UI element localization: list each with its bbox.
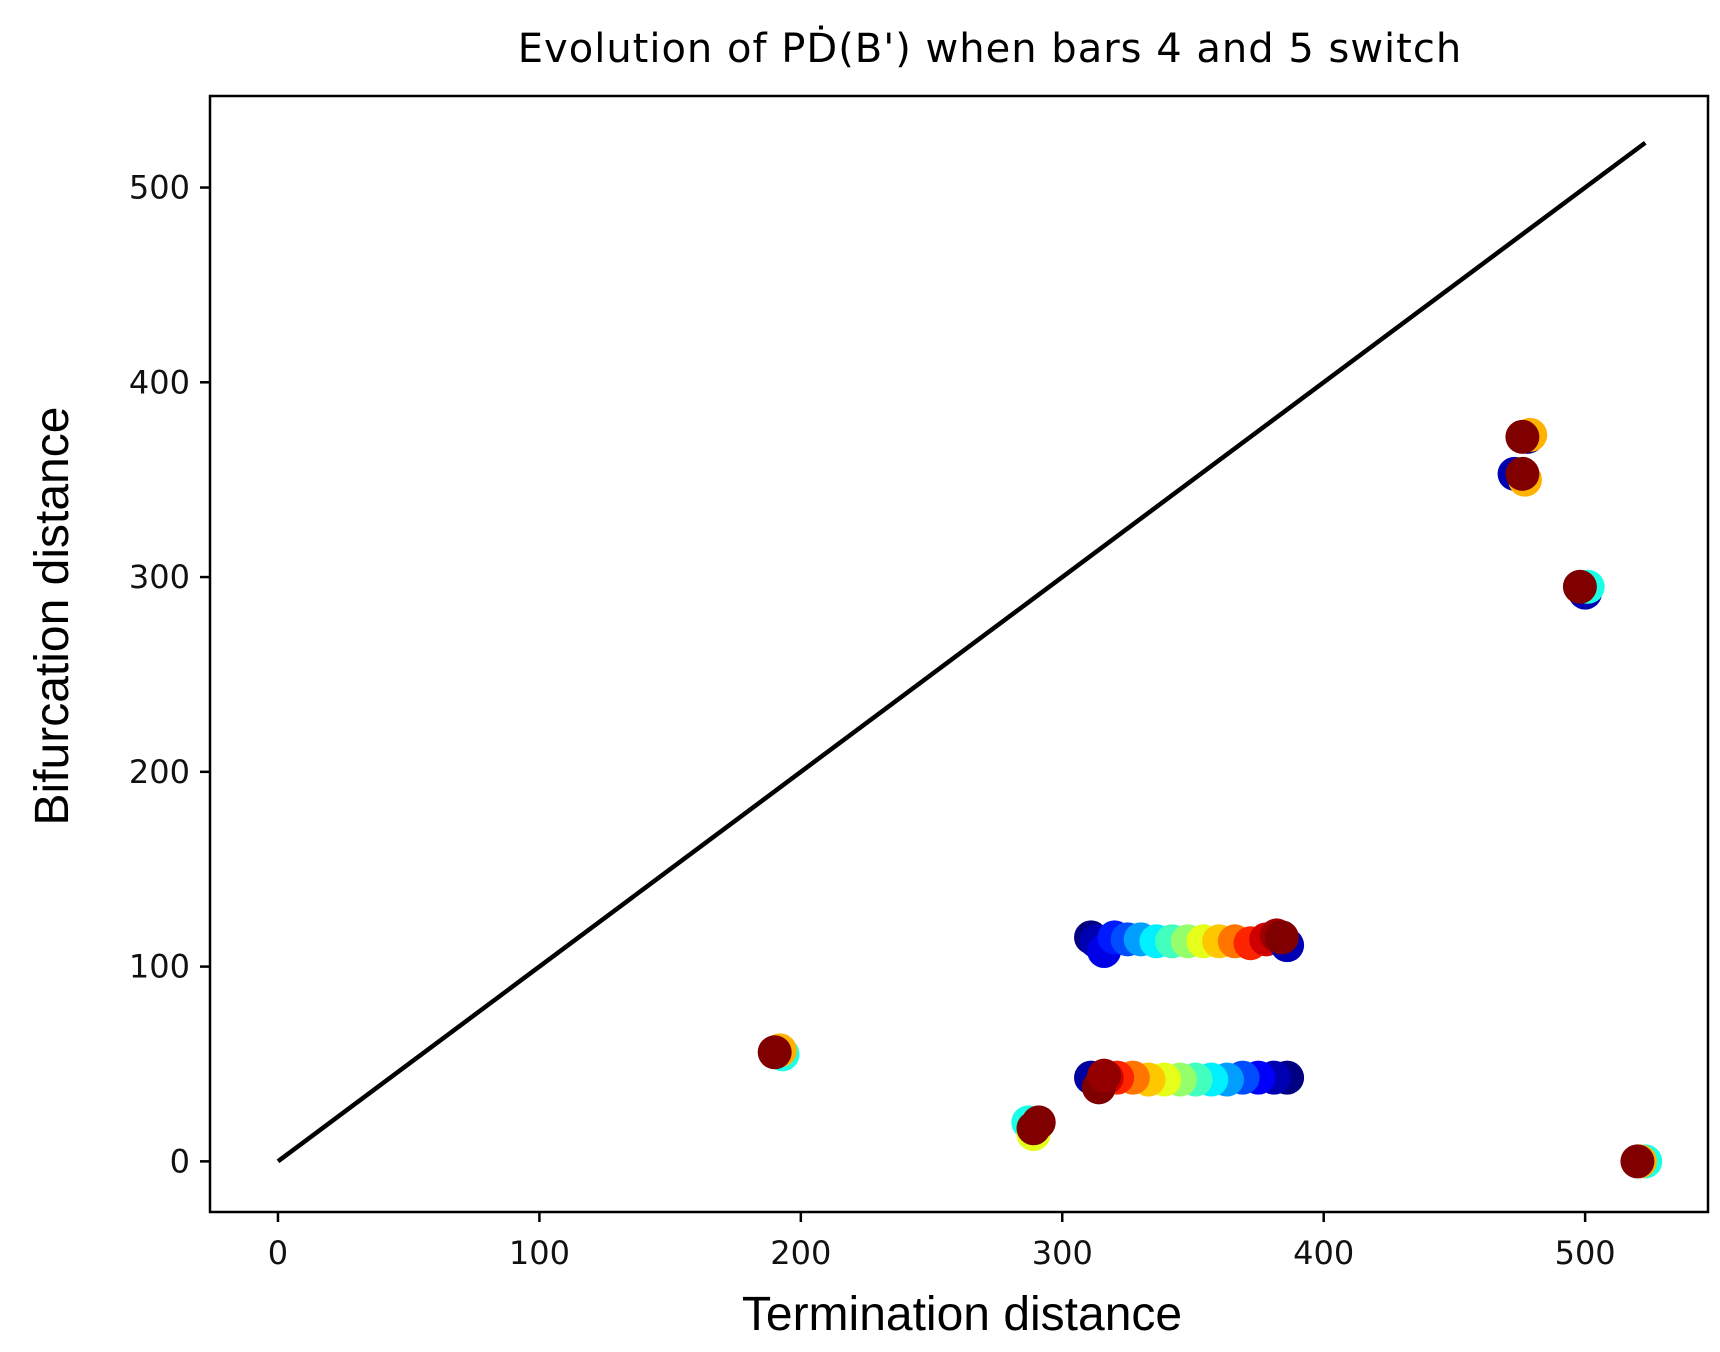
series-3: [1011, 1105, 1056, 1152]
reference-line-layer: [276, 140, 1647, 1164]
data-point: [1264, 920, 1299, 955]
data-point: [1620, 1144, 1655, 1179]
x-axis-ticks: 0 100 200 300 400 500: [268, 1212, 1616, 1272]
y-tick-label: 300: [129, 558, 190, 596]
y-tick-label: 500: [129, 169, 190, 207]
series-2: [757, 1033, 800, 1072]
series-1: [1074, 1058, 1305, 1105]
data-point: [1087, 1058, 1122, 1093]
x-tick-label: 500: [1555, 1234, 1616, 1272]
chart-title: Evolution of PḊ(B') when bars 4 and 5 sw…: [518, 24, 1462, 72]
data-point: [757, 1035, 792, 1070]
diagonal-reference-line: [276, 140, 1647, 1164]
scatter-points-layer: [757, 417, 1663, 1179]
data-point: [1505, 419, 1540, 454]
x-tick-label: 0: [268, 1234, 288, 1272]
data-point: [1505, 456, 1540, 491]
series-0: [1074, 918, 1305, 969]
axes-frame: [208, 94, 1710, 1214]
y-tick-label: 100: [129, 948, 190, 986]
series-6: [1562, 569, 1605, 610]
y-axis-ticks: 0 100 200 300 400 500: [129, 169, 210, 1180]
series-7: [1620, 1144, 1663, 1179]
data-point: [1562, 569, 1597, 604]
series-4: [1505, 417, 1548, 454]
data-point: [1021, 1105, 1056, 1140]
x-tick-label: 100: [509, 1234, 570, 1272]
y-tick-label: 400: [129, 363, 190, 401]
series-5: [1497, 456, 1542, 497]
x-tick-label: 300: [1032, 1234, 1093, 1272]
y-axis-title: Bifurcation distance: [26, 407, 79, 826]
y-tick-label: 200: [129, 753, 190, 791]
y-tick-label: 0: [170, 1142, 190, 1180]
x-tick-label: 400: [1293, 1234, 1354, 1272]
x-axis-title: Termination distance: [742, 1288, 1182, 1341]
x-tick-label: 200: [770, 1234, 831, 1272]
